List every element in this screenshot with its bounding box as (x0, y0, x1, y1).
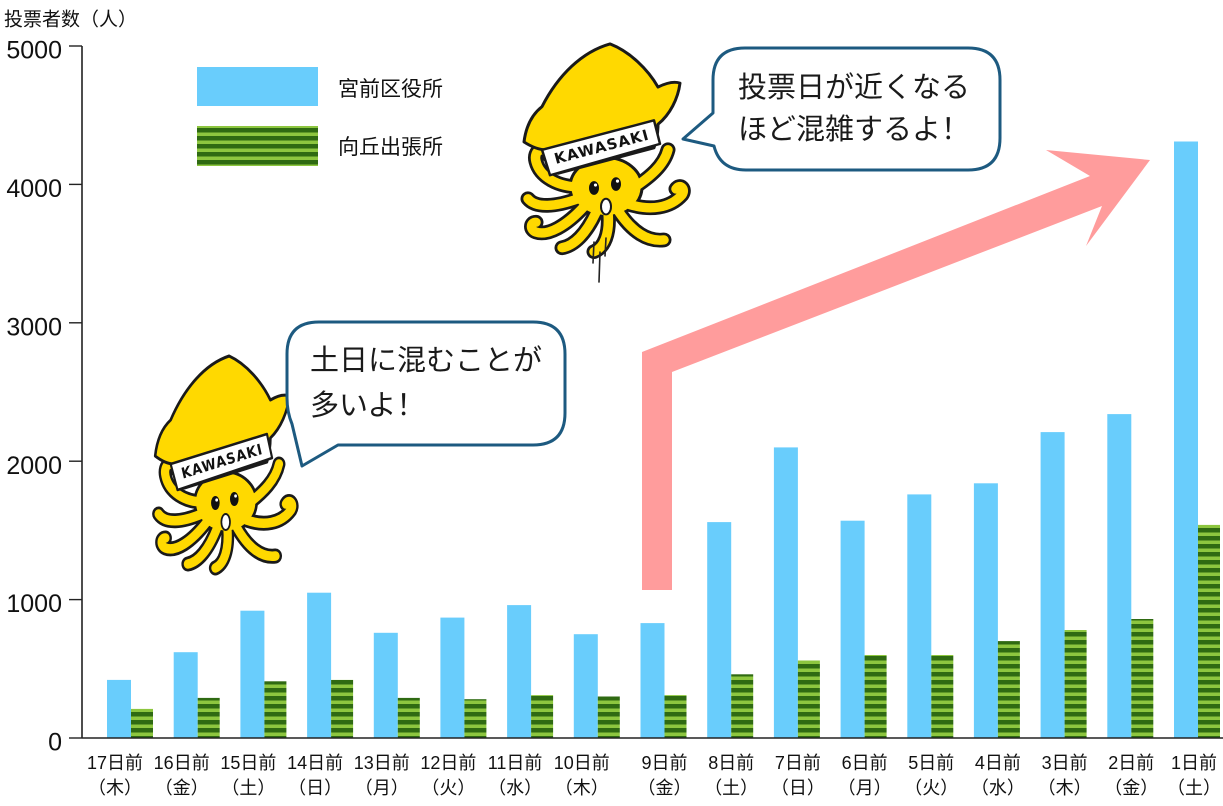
y-axis-tick-label: 5000 (6, 37, 62, 65)
bar-series-2 (731, 674, 754, 738)
bar-series-1 (640, 623, 665, 738)
speech-bubble-top: 投票日が近くなる ほど混雑するよ！ (681, 46, 1002, 172)
x-axis-category-label: 3日前 (1042, 753, 1088, 773)
mascot-squid-top: KAWASAKI (524, 44, 683, 252)
x-axis-category-label: 15日前 (220, 753, 276, 773)
bar-series-1 (373, 632, 398, 738)
x-axis-weekday-label: （土） (221, 778, 275, 798)
x-axis-weekday-label: （水） (488, 778, 542, 798)
bar-series-1 (440, 617, 465, 738)
bar-series-2 (664, 695, 687, 738)
legend-label-series-2: 向丘出張所 (338, 135, 443, 159)
speech-bubble-line: 土日に混むことが (310, 343, 542, 377)
rising-trend-arrow (642, 150, 1150, 590)
x-axis-category-label: 9日前 (641, 753, 687, 773)
x-axis-weekday-label: （金） (1104, 778, 1158, 798)
x-axis-category-label: 14日前 (287, 753, 343, 773)
x-axis-weekday-label: （月） (838, 778, 892, 798)
x-axis-weekday-label: （日） (288, 778, 342, 798)
bar-series-1 (907, 494, 932, 738)
motion-line (598, 251, 601, 283)
x-axis-weekday-label: （金） (638, 778, 692, 798)
bar-series-2 (531, 695, 554, 738)
bar-series-2 (597, 696, 620, 738)
x-axis-category-label: 12日前 (420, 753, 476, 773)
x-axis-category-label: 5日前 (908, 753, 954, 773)
bar-series-2 (1064, 630, 1087, 738)
speech-bubble-line: 投票日が近くなる (738, 70, 970, 104)
bar-series-1 (973, 483, 998, 738)
y-axis-title: 投票者数（人） (4, 9, 137, 31)
x-axis-category-label: 13日前 (354, 753, 410, 773)
bar-series-2 (797, 660, 820, 738)
y-axis-tick-label: 2000 (6, 452, 62, 480)
y-axis-tick-label: 4000 (6, 175, 62, 203)
y-axis-tick-label: 1000 (6, 590, 62, 618)
x-axis-category-label: 7日前 (775, 753, 821, 773)
bar-series-1 (773, 447, 798, 738)
x-axis-weekday-label: （金） (155, 778, 209, 798)
bar-series-2 (464, 699, 487, 738)
motion-line (592, 241, 595, 264)
bar-series-1 (240, 610, 265, 738)
bar-series-1 (173, 652, 198, 738)
bar-series-1 (1174, 141, 1198, 738)
speech-bubble-line: 多いよ！ (310, 388, 425, 422)
bar-series-1 (507, 605, 532, 738)
x-axis-category-label: 16日前 (154, 753, 210, 773)
legend-swatch-series-2 (197, 126, 318, 166)
legend-label-series-1: 宮前区役所 (338, 77, 443, 101)
bar-series-2 (331, 679, 354, 738)
bar-series-1 (573, 634, 598, 738)
x-axis-category-label: 4日前 (975, 753, 1021, 773)
x-axis-category-label: 17日前 (87, 753, 143, 773)
x-axis-weekday-label: （水） (971, 778, 1025, 798)
speech-bubble-left: 土日に混むことが 多いよ！ (285, 320, 567, 468)
bar-series-2 (864, 655, 887, 738)
x-axis-weekday-label: （木） (1038, 778, 1092, 798)
bar-series-1 (840, 520, 865, 738)
bar-series-2 (1198, 524, 1220, 738)
x-axis-category-label: 11日前 (488, 753, 543, 773)
bar-series-2 (931, 655, 954, 738)
y-axis-tick-label: 3000 (6, 313, 62, 341)
motion-lines (592, 237, 607, 283)
x-axis-weekday-label: （月） (355, 778, 409, 798)
bar-series-1 (1040, 432, 1065, 738)
x-axis-category-label: 6日前 (842, 753, 888, 773)
motion-line (604, 237, 607, 257)
mascot-squid-left: KAWASAKI (155, 356, 292, 568)
x-axis-weekday-label: （木） (88, 778, 142, 798)
bar-series-2 (131, 708, 153, 738)
x-axis-weekday-label: （日） (771, 778, 825, 798)
bar-series-1 (1107, 414, 1132, 738)
bar-series-2 (264, 681, 287, 738)
bar-series-1 (107, 679, 131, 738)
bar-series-2 (1131, 619, 1154, 738)
bar-series-1 (307, 592, 332, 738)
speech-bubble-shape (681, 46, 1002, 172)
x-axis-category-label: 8日前 (708, 753, 754, 773)
legend-swatch-series-1 (197, 67, 318, 106)
y-axis-tick-label: 0 (48, 729, 62, 757)
bar-series-2 (197, 697, 220, 738)
x-axis-weekday-label: （土） (1167, 778, 1221, 798)
speech-bubble-line: ほど混雑するよ！ (738, 112, 970, 146)
x-axis-category-label: 2日前 (1108, 753, 1154, 773)
bar-series-1 (707, 522, 732, 738)
bar-series-2 (997, 641, 1020, 738)
speech-bubble-shape (285, 320, 567, 468)
bar-series-2 (397, 697, 420, 738)
x-axis-weekday-label: （土） (704, 778, 758, 798)
legend: 宮前区役所 向丘出張所 (197, 67, 443, 166)
x-axis-weekday-label: （火） (904, 778, 958, 798)
x-axis-weekday-label: （木） (555, 778, 609, 798)
x-axis-weekday-label: （火） (421, 778, 475, 798)
chart-marks: 0 1000 2000 3000 4000 5000 17日前 （木） 16日前 （金） 15日前 （… (6, 37, 1223, 798)
x-axis-category-label: 1日前 (1171, 753, 1217, 773)
x-axis-category-label: 10日前 (554, 753, 610, 773)
